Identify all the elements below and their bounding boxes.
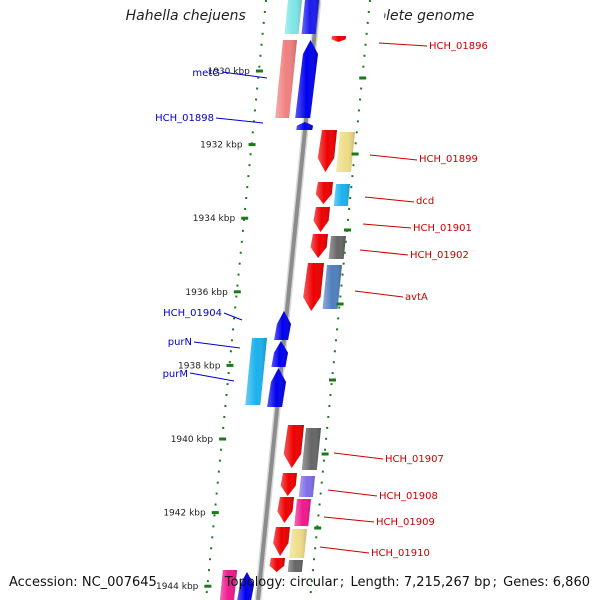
gene-plus[interactable]	[301, 428, 321, 470]
gene-minus[interactable]	[275, 40, 297, 118]
gene-plus[interactable]	[287, 560, 303, 572]
gene-label[interactable]: purM	[163, 369, 188, 380]
gene-minus[interactable]	[237, 572, 254, 600]
gene-plus[interactable]	[273, 527, 290, 556]
kbp-tick-label: 1942 kbp	[163, 509, 206, 519]
label-leader-line	[354, 290, 404, 298]
gene-plus[interactable]	[269, 558, 285, 572]
gene-minus[interactable]	[271, 341, 288, 367]
gene-plus[interactable]	[310, 234, 328, 258]
accession-info: Accession: NC_007645	[9, 575, 157, 590]
gene-plus[interactable]	[328, 236, 346, 259]
genes-value: 6,860	[552, 575, 590, 590]
label-leader-line	[221, 71, 268, 79]
gene-minus[interactable]	[301, 0, 319, 34]
label-leader-line	[364, 196, 415, 203]
label-leader-line	[327, 489, 378, 497]
gene-minus[interactable]	[267, 368, 286, 407]
gene-plus[interactable]	[289, 529, 307, 558]
gene-plus[interactable]	[333, 184, 350, 206]
label-leader-line	[215, 117, 264, 124]
gene-minus[interactable]	[284, 0, 302, 34]
gene-label[interactable]: dcd	[416, 196, 434, 207]
genome-summary: Topology: circular; Length: 7,215,267 bp…	[224, 575, 590, 590]
topology-label: Topology:	[224, 575, 286, 590]
kbp-tick-label: 1930 kbp	[207, 67, 250, 77]
label-leader-line	[378, 42, 428, 47]
kbp-tick-label: 1938 kbp	[178, 361, 221, 371]
gene-minus[interactable]	[296, 122, 313, 130]
length-value: 7,215,267 bp	[403, 575, 491, 590]
genes-label: Genes:	[503, 575, 549, 590]
gene-plus[interactable]	[313, 207, 331, 232]
length-label: Length:	[350, 575, 400, 590]
kbp-tick-label: 1932 kbp	[200, 141, 243, 151]
label-leader-line	[319, 546, 370, 554]
gene-plus[interactable]	[315, 182, 333, 204]
gene-label[interactable]: HCH_01896	[429, 41, 488, 52]
gene-label[interactable]: HCH_01909	[376, 517, 435, 528]
gene-plus[interactable]	[322, 265, 342, 309]
label-leader-line	[333, 452, 384, 460]
gene-minus[interactable]	[245, 338, 267, 405]
gene-plus[interactable]	[283, 425, 304, 468]
label-leader-line	[362, 223, 412, 229]
gene-label[interactable]: avtA	[405, 292, 428, 303]
gene-plus[interactable]	[280, 473, 297, 496]
gene-label[interactable]: HCH_01910	[371, 548, 430, 559]
topology-value: circular	[289, 575, 338, 590]
gene-minus[interactable]	[274, 311, 291, 340]
kbp-tick-label: 1940 kbp	[171, 435, 214, 445]
label-leader-line	[369, 154, 418, 161]
gene-minus[interactable]	[295, 40, 318, 118]
kbp-tick-label: 1934 kbp	[193, 214, 236, 224]
gene-plus[interactable]	[298, 476, 315, 497]
gene-plus[interactable]	[303, 263, 324, 311]
label-leader-line	[223, 312, 243, 321]
accession-value: NC_007645	[81, 575, 157, 590]
gene-plus[interactable]	[336, 132, 355, 172]
gene-label[interactable]: purN	[168, 337, 192, 348]
gene-plus[interactable]	[317, 130, 337, 172]
gene-plus[interactable]	[277, 497, 294, 523]
label-leader-line	[359, 249, 409, 256]
gene-minus[interactable]	[220, 570, 237, 600]
label-leader-line	[189, 372, 235, 382]
gene-label[interactable]: HCH_01898	[155, 113, 214, 124]
gene-label[interactable]: HCH_01908	[379, 491, 438, 502]
guide-dots-right	[309, 0, 371, 600]
gene-plus[interactable]	[331, 36, 346, 42]
label-leader-line	[323, 516, 375, 523]
gene-label[interactable]: HCH_01899	[419, 154, 478, 165]
accession-label: Accession:	[9, 575, 78, 590]
gene-label[interactable]: HCH_01907	[385, 454, 444, 465]
gene-plus[interactable]	[294, 499, 311, 526]
gene-label[interactable]: HCH_01904	[163, 308, 222, 319]
label-leader-line	[193, 341, 241, 349]
gene-label[interactable]: metG	[192, 68, 220, 79]
gene-label[interactable]: HCH_01902	[410, 250, 469, 261]
guide-dots-left	[205, 0, 267, 600]
kbp-tick-label: 1936 kbp	[185, 288, 228, 298]
kbp-tick-label: 1944 kbp	[156, 582, 199, 592]
gene-label[interactable]: HCH_01901	[413, 223, 472, 234]
